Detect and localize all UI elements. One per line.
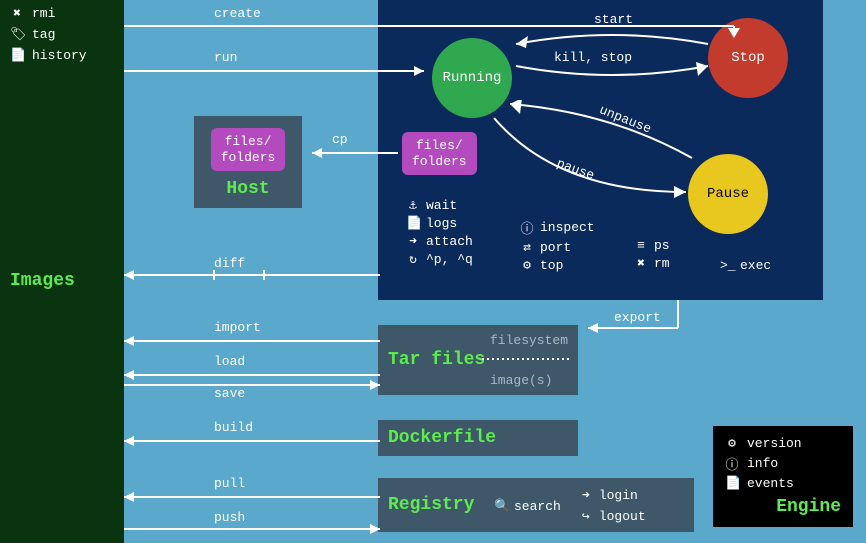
arrow-push — [124, 524, 380, 534]
lbl-push: push — [214, 510, 245, 525]
search-icon: 🔍 — [494, 499, 508, 514]
cmd-exec: >_exec — [720, 258, 771, 273]
sidebar-item-history: 📄history — [10, 48, 114, 63]
container-files-label: files/ folders — [402, 132, 477, 175]
arrow-save — [124, 380, 380, 390]
login-icon: ➜ — [579, 488, 593, 503]
cmd-wait: ⚓wait — [406, 198, 473, 213]
lbl-cp: cp — [332, 132, 348, 147]
container-cmds-exec: >_exec — [720, 258, 771, 276]
logout-icon: ↪ — [579, 509, 593, 524]
registry-title: Registry — [388, 495, 474, 515]
container-cmds-col1: ⚓wait 📄logs ➜attach ↻^p, ^q — [406, 198, 473, 270]
cmd-events: 📄events — [725, 476, 841, 491]
cmd-attach: ➜attach — [406, 234, 473, 249]
anchor-icon: ⚓ — [406, 198, 420, 213]
sidebar-item-rmi: ✖rmi — [10, 6, 114, 21]
container-cmds-col2: ⓘinspect ⇄port ⚙top — [520, 218, 595, 276]
doc-icon: 📄 — [406, 216, 420, 231]
cmd-ps: ≡ps — [634, 238, 670, 253]
arrow-pull — [124, 492, 380, 502]
lbl-run: run — [214, 50, 237, 65]
images-sidebar: ✖rmi 🏷tag 📄history Images — [0, 0, 124, 543]
arrow-diff — [124, 270, 380, 280]
lbl-pull: pull — [214, 476, 245, 491]
sidebar-title: Images — [10, 271, 114, 291]
state-running: Running — [432, 38, 512, 118]
engine-panel: ⚙version ⓘinfo 📄events Engine — [713, 426, 853, 527]
lbl-load: load — [214, 354, 245, 369]
cmd-login: ➜login — [579, 488, 646, 503]
lbl-diff: diff — [214, 256, 245, 271]
tar-sub1: filesystem — [490, 333, 568, 348]
arrow-in-icon: ➜ — [406, 234, 420, 249]
cmd-search: 🔍search — [494, 488, 561, 524]
engine-title: Engine — [725, 497, 841, 517]
lbl-export: export — [614, 310, 661, 325]
gear-icon: ⚙ — [725, 436, 739, 451]
tar-title: Tar files — [388, 350, 485, 370]
tag-icon: 🏷 — [10, 27, 24, 42]
registry-cmds: 🔍search ➜login ↪logout — [494, 488, 646, 527]
lbl-build: build — [214, 420, 253, 435]
tar-sub2: image(s) — [490, 373, 552, 388]
lbl-save: save — [214, 386, 245, 401]
host-title: Host — [226, 179, 269, 199]
cmd-top: ⚙top — [520, 258, 595, 273]
cmd-detach: ↻^p, ^q — [406, 252, 473, 267]
arrow-load — [124, 370, 380, 380]
arrow-build — [124, 436, 380, 446]
host-box: files/ folders Host — [194, 116, 302, 208]
container-cmds-col3: ≡ps ✖rm — [634, 238, 670, 274]
doc-icon: 📄 — [725, 476, 739, 491]
cmd-rm: ✖rm — [634, 256, 670, 271]
sidebar-item-tag: 🏷tag — [10, 27, 114, 42]
doc-icon: 📄 — [10, 48, 24, 63]
cmd-logs: 📄logs — [406, 216, 473, 231]
state-stop: Stop — [708, 18, 788, 98]
lbl-kill-stop: kill, stop — [554, 50, 632, 65]
info-icon: ⓘ — [725, 454, 739, 473]
cmd-port: ⇄port — [520, 240, 595, 255]
dockerfile-box: Dockerfile — [378, 420, 578, 456]
x-icon: ✖ — [10, 6, 24, 21]
cmd-logout: ↪logout — [579, 509, 646, 524]
gear-icon: ⚙ — [520, 258, 534, 273]
swap-icon: ⇄ — [520, 240, 534, 255]
lbl-create: create — [214, 6, 261, 21]
host-files-label: files/ folders — [211, 128, 286, 171]
terminal-icon: >_ — [720, 258, 734, 273]
refresh-icon: ↻ — [406, 252, 420, 267]
arrow-import — [124, 336, 380, 346]
lbl-start: start — [594, 12, 633, 27]
list-icon: ≡ — [634, 238, 648, 253]
info-icon: ⓘ — [520, 218, 534, 237]
cmd-info: ⓘinfo — [725, 454, 841, 473]
dockerfile-title: Dockerfile — [388, 428, 496, 448]
state-pause: Pause — [688, 154, 768, 234]
cmd-version: ⚙version — [725, 436, 841, 451]
cmd-inspect: ⓘinspect — [520, 218, 595, 237]
lbl-import: import — [214, 320, 261, 335]
x-icon: ✖ — [634, 256, 648, 271]
